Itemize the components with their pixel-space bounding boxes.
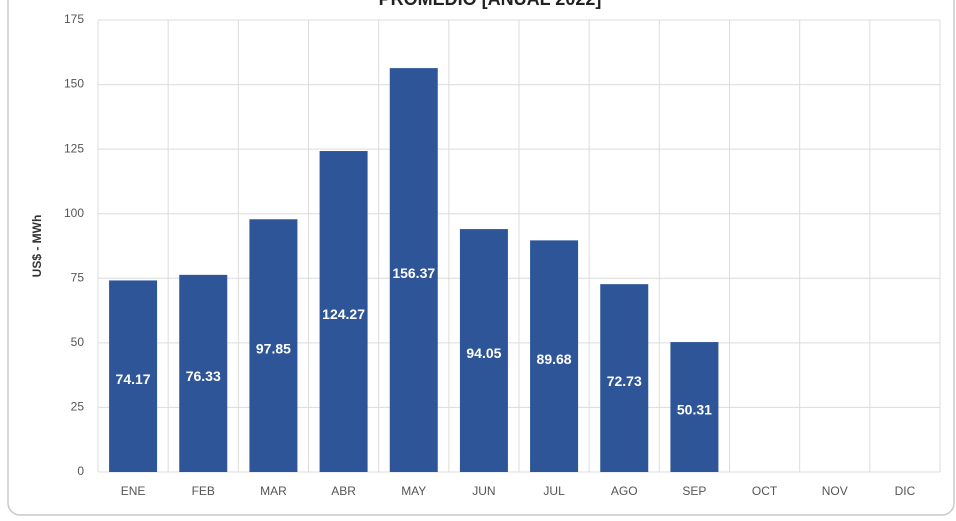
bar [459,229,508,472]
data-label: 97.85 [256,340,291,356]
chart-title: PROMEDIO [ANUAL 2022] [379,0,602,9]
y-tick-label: 25 [71,400,85,414]
y-axis-label: US$ - MWh [30,215,44,278]
y-tick-label: 75 [71,270,85,284]
data-label: 89.68 [537,351,572,367]
x-tick-label: JUN [472,484,495,498]
data-label: 76.33 [186,368,221,384]
data-label: 94.05 [466,345,501,361]
x-tick-label: NOV [822,484,848,498]
bar [179,274,228,472]
data-label: 50.31 [677,402,712,418]
x-tick-label: DIC [895,484,916,498]
x-tick-label: JUL [543,484,565,498]
data-label: 74.17 [116,371,151,387]
data-label: 124.27 [322,306,365,322]
x-tick-label: MAR [260,484,287,498]
y-tick-label: 100 [64,206,84,220]
x-tick-label: ENE [121,484,146,498]
x-tick-label: FEB [192,484,215,498]
bar [249,219,298,472]
bar [530,240,579,472]
y-tick-label: 125 [64,141,84,155]
y-tick-label: 150 [64,77,84,91]
y-tick-label: 175 [64,12,84,26]
data-label: 72.73 [607,373,642,389]
bar [670,342,719,472]
bar [600,284,649,472]
data-label: 156.37 [392,265,435,281]
bar [109,280,158,472]
x-tick-label: MAY [401,484,426,498]
bar [319,151,368,473]
x-tick-label: AGO [611,484,638,498]
x-tick-label: SEP [682,484,706,498]
bar [389,68,438,473]
y-tick-label: 0 [77,464,84,478]
x-tick-label: OCT [752,484,778,498]
y-tick-label: 50 [71,335,85,349]
x-tick-label: ABR [331,484,356,498]
